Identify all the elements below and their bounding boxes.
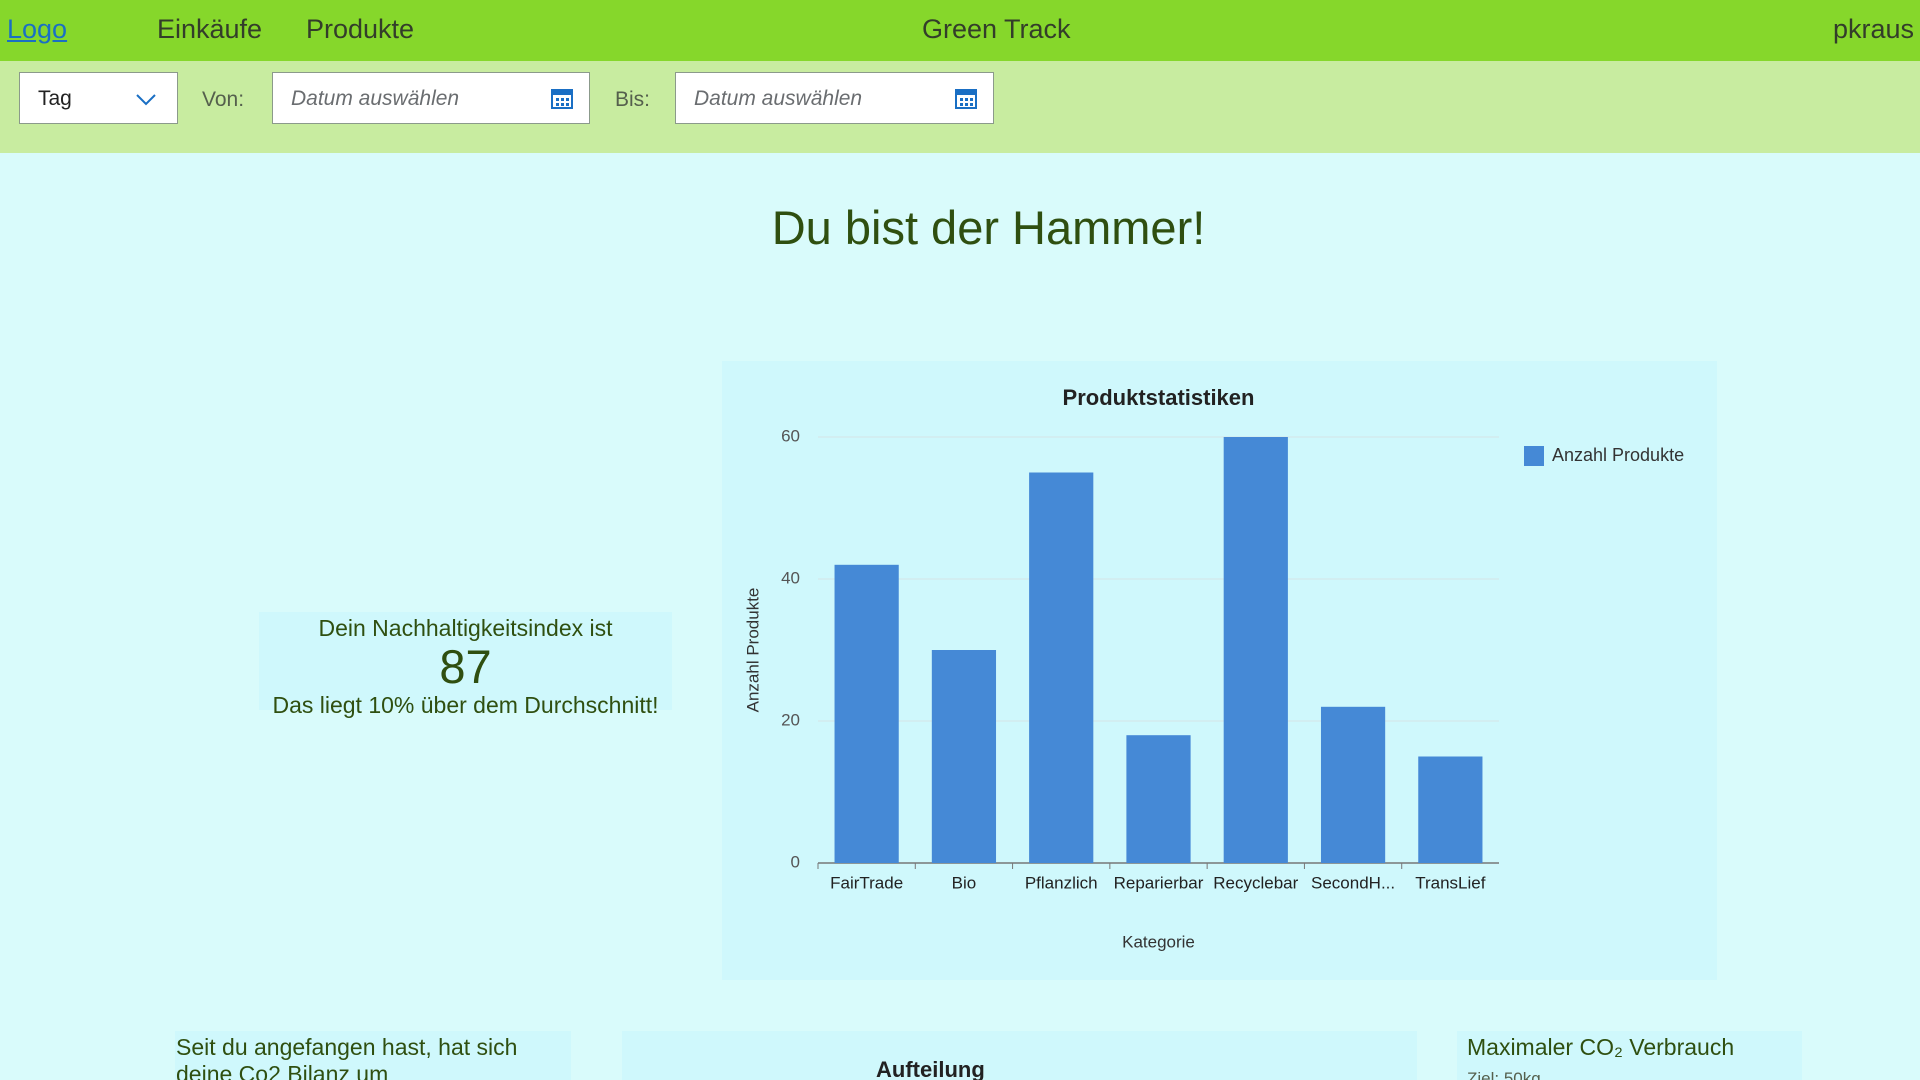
split-panel: Aufteilung: [622, 1031, 1417, 1080]
top-bar: Logo Einkäufe Produkte Green Track pkrau…: [0, 0, 1920, 61]
nav-link[interactable]: Einkäufe: [157, 14, 263, 44]
x-tick-label: Recyclebar: [1213, 873, 1298, 892]
bar: [1418, 756, 1483, 863]
legend-label: Anzahl Produkte: [1552, 445, 1684, 465]
placeholder: Datum auswählen: [694, 87, 863, 110]
bar: [834, 564, 899, 863]
user-name[interactable]: pkraus: [1833, 14, 1915, 44]
x-tick-label: TransLief: [1415, 873, 1486, 892]
bar: [1029, 472, 1094, 863]
x-axis-title: Kategorie: [1122, 932, 1195, 951]
chart-panel: Produktstatistiken 0 20 40 60 Anzahl Produkte…: [722, 361, 1717, 980]
y-axis-title: Anzahl Produkte: [743, 588, 762, 713]
chevron-icon: [136, 94, 156, 106]
y-tick-label: 20: [781, 710, 800, 729]
index-card: Dein Nachhaltigkeitsindex ist 87 Das lie…: [259, 612, 672, 718]
nav-link[interactable]: Produkte: [306, 14, 415, 44]
index-intro: Dein Nachhaltigkeitsindex ist: [318, 615, 613, 641]
index-value: 87: [439, 640, 492, 693]
co2-panel: Seit du angefangen hast, hat sich deine …: [175, 1031, 571, 1080]
y-tick-label: 60: [781, 426, 800, 445]
x-tick-label: Bio: [952, 873, 977, 892]
from-label: Von:: [202, 88, 245, 111]
bar: [931, 650, 997, 863]
filter-bar: Tag Von: Datum auswählen Bis: Datum ausw…: [0, 61, 1920, 153]
to-label: Bis:: [615, 88, 651, 111]
placeholder: Datum auswählen: [291, 87, 460, 110]
bar: [1223, 437, 1288, 863]
x-tick-label: SecondH...: [1311, 873, 1395, 892]
app-title: Green Track: [922, 14, 1071, 44]
to-date-input[interactable]: Datum auswählen: [675, 72, 994, 124]
logo-link[interactable]: Logo: [7, 14, 68, 44]
bar: [1126, 735, 1191, 863]
calendar-icon[interactable]: [550, 86, 574, 110]
x-tick-label: Reparierbar: [1114, 873, 1204, 892]
x-tick-label: FairTrade: [830, 873, 903, 892]
max-co2-panel: Maximaler CO₂ Verbrauch Ziel: 50kg: [1457, 1031, 1802, 1080]
bar: [1320, 706, 1386, 863]
index-comparison: Das liegt 10% über dem Durchschnitt!: [272, 692, 659, 718]
split-title: Aufteilung: [876, 1057, 985, 1080]
legend-swatch: [1524, 446, 1544, 466]
period-value: Tag: [38, 87, 72, 110]
period-select[interactable]: Tag: [19, 72, 178, 124]
headline: Du bist der Hammer!: [771, 201, 1206, 254]
chart: Produktstatistiken 0 20 40 60 Anzahl Produkte…: [743, 385, 1684, 952]
chart-title: Produktstatistiken: [1063, 385, 1255, 410]
calendar-icon[interactable]: [954, 86, 978, 110]
y-tick-label: 0: [791, 852, 800, 871]
goal: Ziel: 50kg: [1467, 1069, 1541, 1080]
co2-text: Seit du angefangen hast, hat sich deine …: [176, 1034, 518, 1080]
y-tick-label: 40: [781, 568, 800, 587]
from-date-input[interactable]: Datum auswählen: [272, 72, 590, 124]
max-co2-title: Maximaler CO₂ Verbrauch: [1467, 1034, 1735, 1060]
x-tick-label: Pflanzlich: [1025, 873, 1098, 892]
